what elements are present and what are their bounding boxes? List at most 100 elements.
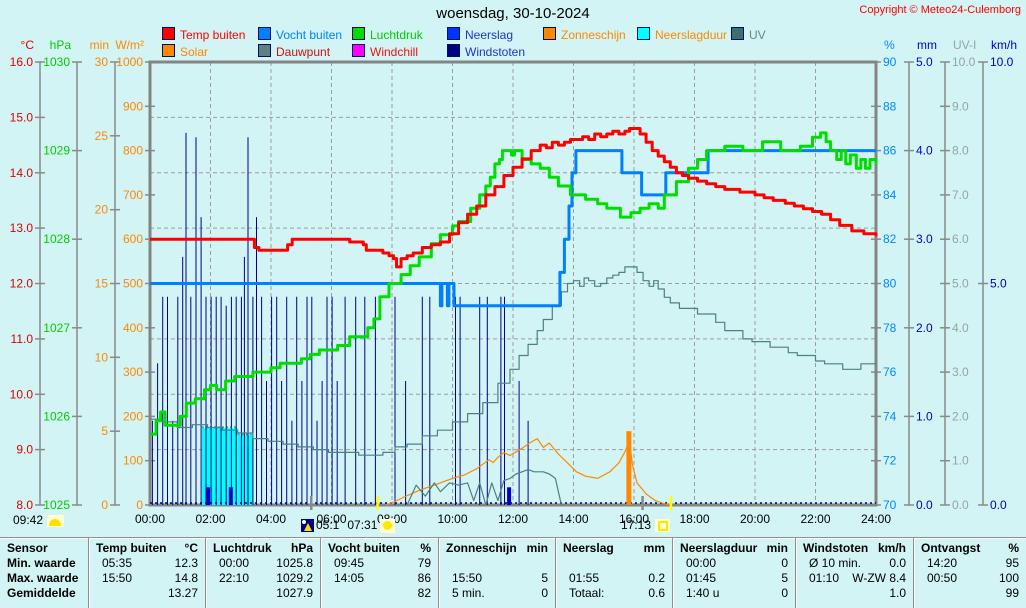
sunrise-moonrise-marker: 05:1 07:31 [301, 518, 396, 533]
series-vocht-buiten [150, 149, 876, 308]
legend-label: Vocht buiten [276, 28, 343, 42]
chart-container: 8.0 9.0 10.0 11.0 12.0 13.0 14.0 15.0 16.0 °C 1025… [10, 38, 1017, 526]
axis-rain [904, 61, 914, 506]
table-header-neerslagduur: Neerslagduur min [673, 541, 795, 556]
table-header-unit: hPa [290, 541, 313, 555]
table-header-unit: min [766, 541, 788, 555]
table-cell-value: 1025.8 [276, 556, 313, 570]
table-row-label: Max. waarde [0, 571, 88, 586]
axis-title-press: hPa [50, 38, 72, 52]
table-row: 15:50 14.8 [89, 571, 205, 586]
axis-tick-label: 78 [883, 321, 897, 335]
x-axis-label: 20:00 [740, 512, 770, 526]
axis-tick-label: 7.0 [952, 188, 969, 202]
legend-item-neerslag: Neerslag [447, 27, 513, 42]
table-header-name: Luchtdruk [213, 541, 272, 555]
axis-tick-label: 200 [123, 409, 143, 423]
table-row: 00:00 1025.8 [206, 556, 320, 571]
legend-swatch-neerslagduur-icon [637, 27, 650, 40]
table-cell-time [446, 556, 452, 571]
table-cell-time [803, 586, 809, 601]
legend-swatch-neerslag-icon [447, 27, 460, 40]
axis-tick-label: 3.0 [952, 365, 969, 379]
table-row: Ø 10 min. 0.0 [796, 556, 913, 571]
table-cell-time: 00:00 [686, 556, 717, 570]
table-cell-time: 22:10 [219, 571, 250, 585]
table-cell-value: 0 [781, 556, 788, 570]
axis-title-solar: W/m² [115, 38, 144, 52]
table-cell-value: 100 [998, 571, 1019, 585]
axis-tick-label: 500 [123, 277, 143, 291]
legend-swatch-temp-buiten-icon [162, 27, 175, 40]
table-cell-value: 12.3 [174, 556, 198, 570]
legend-item-temp-buiten: Temp buiten [162, 27, 245, 42]
legend-swatch-windchill-icon [352, 44, 365, 57]
axis-tick-label: 11.0 [11, 332, 34, 346]
axis-tick-label: 5.0 [990, 277, 1007, 291]
axis-tick-label: 4.0 [952, 321, 969, 335]
table-cell-time: 09:45 [334, 556, 365, 570]
x-axis-label: 04:00 [256, 512, 286, 526]
axis-tick-label: 16.0 [10, 55, 34, 69]
table-header-name: Vocht buiten [328, 541, 400, 555]
sunrise-tick [376, 496, 379, 510]
x-axis-label: 16:00 [619, 512, 649, 526]
x-axis-label: 06:00 [316, 512, 346, 526]
x-axis-label: 22:00 [800, 512, 830, 526]
table-row: 01:10 W-ZW 8.4 [796, 571, 913, 586]
neerslag-bar [228, 487, 233, 505]
axis-tick-label: 100 [123, 454, 143, 468]
axis-tick-label: 8.0 [952, 144, 969, 158]
axis-tick-label: 600 [123, 232, 143, 246]
table-row [556, 556, 672, 571]
table-cell-time: Totaal: [569, 586, 605, 600]
series-dauwpunt [150, 266, 876, 456]
table-header-luchtdruk: Luchtdruk hPa [206, 541, 320, 556]
table-column-zonneschijn: Zonneschijn min 15:50 5 5 min. 0 [438, 538, 555, 608]
table-row: 01:45 5 [673, 571, 795, 586]
legend-item-windstoten: Windstoten [447, 44, 525, 59]
axis-tick-label: 82 [883, 232, 897, 246]
moonrise-time: 05:1 [316, 518, 340, 532]
table-header-neerslag: Neerslag mm [556, 541, 672, 556]
axis-tick-label: 900 [123, 99, 143, 113]
table-row: 1:40 u 0 [673, 586, 795, 601]
table-row: 13.27 [89, 586, 205, 601]
table-column-temp-buiten: Temp buiten °C 05:35 12.3 15:50 14.8 13.27 [88, 538, 205, 608]
axis-tick-label: 5.0 [952, 277, 969, 291]
axis-tick-label: 2.0 [952, 409, 969, 423]
table-cell-value: 0 [781, 586, 788, 600]
table-cell-time [96, 586, 102, 601]
table-cell-value: 0 [541, 586, 548, 600]
legend-swatch-solar-icon [162, 44, 175, 57]
table-cell-value: 82 [417, 586, 431, 600]
table-cell-time: Ø 10 min. [809, 556, 862, 570]
table-header-name: Neerslagduur [680, 541, 758, 555]
legend-item-luchtdruk: Luchtdruk [352, 27, 423, 42]
table-row-label-text: Sensor [7, 541, 48, 555]
legend-label: Dauwpunt [276, 45, 331, 59]
table-cell-value: 0.2 [648, 571, 665, 585]
table-cell-time [328, 586, 334, 601]
axis-tick-label: 1026 [43, 409, 70, 423]
table-cell-value: 79 [417, 556, 431, 570]
table-row: 01:55 0.2 [556, 571, 672, 586]
table-row: 14:20 95 [914, 556, 1026, 571]
moonset-time: 09:42 [13, 513, 44, 527]
table-column-neerslagduur: Neerslagduur min 00:00 0 01:45 5 1:40 u 0 [672, 538, 795, 608]
table-row-label-text: Max. waarde [7, 571, 79, 585]
axis-tick-label: 400 [123, 321, 143, 335]
table-row-label: Min. waarde [0, 556, 88, 571]
axis-tick-label: 10.0 [990, 55, 1014, 69]
axis-title-uv: UV-I [953, 38, 976, 52]
axis-title-temp: °C [21, 38, 35, 52]
x-axis-label: 10:00 [437, 512, 467, 526]
table-column-ontvangst: Ontvangst% 14:20 95 00:50 100 99 [913, 538, 1026, 608]
sunrise-time: 07:31 [347, 518, 378, 532]
table-row: 1.0 [796, 586, 913, 601]
axis-tick-label: 15.0 [10, 110, 34, 124]
table-cell-time [213, 586, 219, 601]
table-column-sensor: Sensor Min. waarde Max. waarde Gemiddelde [0, 538, 88, 608]
axis-tick-label: 1027 [43, 321, 70, 335]
table-header-sensor: Sensor [0, 541, 88, 556]
